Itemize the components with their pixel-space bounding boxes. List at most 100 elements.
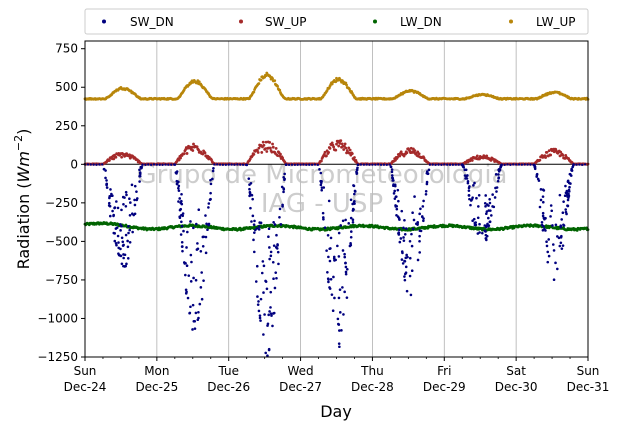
sw-dn-point xyxy=(320,188,324,192)
sw-dn-point xyxy=(454,163,457,166)
sw-dn-point xyxy=(403,272,407,276)
sw-dn-point xyxy=(108,214,112,218)
sw-dn-point xyxy=(117,241,120,244)
sw-dn-point xyxy=(264,351,268,355)
sw-dn-point xyxy=(279,223,283,226)
lw-up-point xyxy=(345,83,348,87)
sw-dn-point xyxy=(343,252,346,256)
series-layer xyxy=(83,71,590,357)
sw-dn-point xyxy=(253,219,256,223)
sw-dn-point xyxy=(329,247,332,250)
sw-dn-point xyxy=(299,163,302,166)
sw-dn-point xyxy=(563,194,567,198)
sw-dn-point xyxy=(416,221,420,224)
sw-dn-point xyxy=(337,231,341,235)
sw-dn-point xyxy=(278,215,281,219)
sw-dn-point xyxy=(393,197,397,200)
sw-dn-point xyxy=(198,302,202,306)
sw-dn-point xyxy=(321,211,325,215)
sw-up-point xyxy=(197,148,200,152)
sw-dn-point xyxy=(405,227,408,230)
sw-dn-point xyxy=(138,180,141,183)
sw-dn-point xyxy=(204,251,208,255)
sw-dn-point xyxy=(185,264,189,268)
legend-label-lw-up: LW_UP xyxy=(536,15,575,29)
sw-up-point xyxy=(327,150,330,154)
sw-dn-point xyxy=(278,207,282,211)
sw-dn-point xyxy=(338,329,341,332)
sw-dn-point xyxy=(408,239,412,243)
sw-dn-point xyxy=(338,345,341,349)
sw-up-point xyxy=(185,152,189,155)
sw-dn-point xyxy=(211,169,215,173)
sw-dn-point xyxy=(255,264,259,268)
sw-dn-point xyxy=(161,163,164,167)
sw-dn-point xyxy=(394,195,398,198)
sw-dn-point xyxy=(355,168,359,171)
sw-dn-point xyxy=(130,183,134,187)
sw-dn-point xyxy=(197,310,200,314)
sw-dn-point xyxy=(353,190,357,193)
sw-dn-point xyxy=(113,232,116,235)
sw-dn-point xyxy=(293,163,297,166)
sw-dn-point xyxy=(569,182,572,185)
sw-dn-point xyxy=(401,262,405,265)
sw-dn-point xyxy=(376,163,380,166)
sw-dn-point xyxy=(310,163,314,166)
sw-dn-point xyxy=(199,286,203,289)
sw-dn-point xyxy=(244,163,248,166)
sw-dn-point xyxy=(253,231,256,234)
sw-dn-point xyxy=(268,310,271,313)
sw-dn-point xyxy=(124,204,128,208)
sw-dn-point xyxy=(499,165,502,169)
sw-dn-point xyxy=(567,188,571,192)
sw-dn-point xyxy=(397,228,401,232)
sw-dn-point xyxy=(552,249,556,252)
sw-up-point xyxy=(325,154,328,158)
sw-dn-point xyxy=(477,193,481,197)
sw-dn-point xyxy=(307,163,311,166)
sw-dn-point xyxy=(189,280,193,283)
sw-up-point xyxy=(417,152,421,156)
sw-dn-point xyxy=(272,244,276,247)
sw-dn-point xyxy=(133,198,136,202)
sw-dn-point xyxy=(194,311,198,315)
sw-dn-point xyxy=(272,311,276,315)
sw-dn-point xyxy=(494,173,498,176)
sw-dn-point xyxy=(344,265,348,269)
sw-dn-point xyxy=(199,250,203,253)
sw-dn-point xyxy=(239,163,242,166)
sw-dn-point xyxy=(390,170,394,174)
sw-dn-point xyxy=(403,218,406,222)
sw-dn-point xyxy=(535,172,539,176)
sw-dn-point xyxy=(189,305,192,309)
sw-dn-point xyxy=(344,218,347,222)
sw-dn-point xyxy=(338,288,342,291)
sw-dn-point xyxy=(180,240,184,244)
sw-dn-point xyxy=(567,192,570,196)
sw-up-point xyxy=(108,159,111,162)
sw-dn-point xyxy=(201,244,205,248)
sw-dn-point xyxy=(208,198,212,202)
sw-dn-point xyxy=(287,163,291,167)
sw-dn-point xyxy=(266,354,269,357)
sw-dn-point xyxy=(180,220,183,224)
sw-dn-point xyxy=(180,224,184,228)
sw-dn-point xyxy=(123,253,127,257)
sw-up-point xyxy=(545,150,549,154)
sw-dn-point xyxy=(410,232,413,236)
sw-dn-point xyxy=(138,168,141,172)
sw-dn-point xyxy=(105,182,108,186)
sw-dn-point xyxy=(107,204,111,207)
sw-dn-point xyxy=(283,172,286,176)
sw-dn-point xyxy=(564,208,568,211)
x-tick-label: Wed Dec-27 xyxy=(279,364,322,394)
sw-dn-point xyxy=(216,163,219,166)
sw-dn-point xyxy=(571,165,574,169)
sw-up-point xyxy=(128,153,131,157)
sw-up-point xyxy=(260,151,264,154)
sw-up-point xyxy=(413,149,417,153)
legend: SW_DN SW_UP LW_DN LW_UP xyxy=(84,8,589,35)
sw-dn-point xyxy=(397,232,400,235)
sw-dn-point xyxy=(412,218,416,222)
